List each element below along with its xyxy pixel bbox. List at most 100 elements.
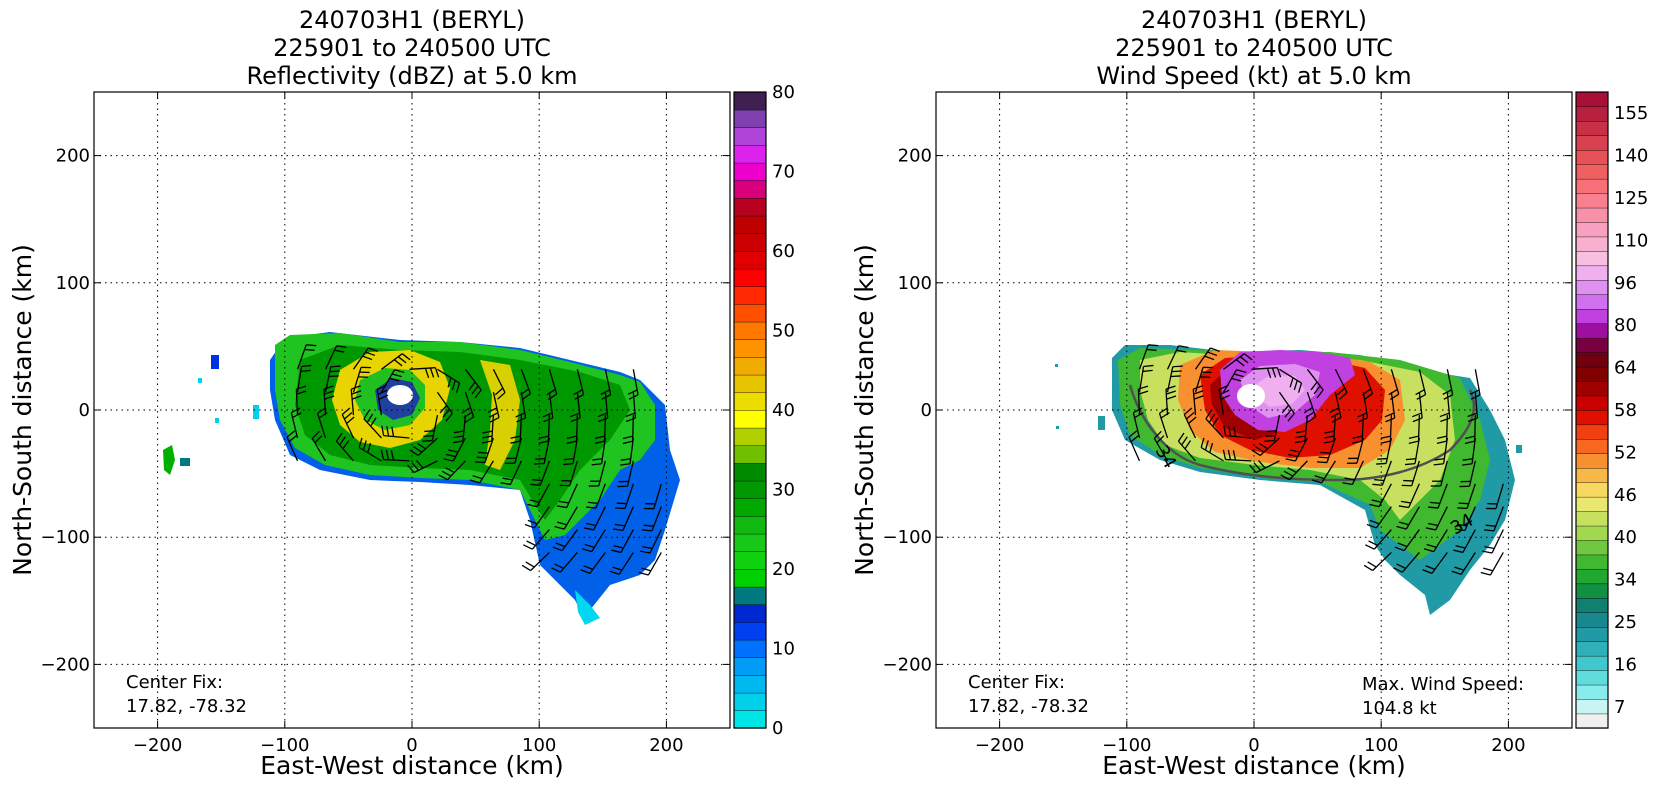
wind-speck-3 bbox=[1098, 416, 1105, 430]
wind-colorbar-swatch bbox=[1575, 482, 1609, 498]
reflectivity-colorbar-swatch bbox=[733, 180, 767, 199]
wind-colorbar-swatch bbox=[1575, 380, 1609, 397]
wind-wind-barb bbox=[1363, 551, 1392, 572]
wind-colorbar-swatch bbox=[1575, 669, 1609, 686]
wind-colorbar-swatch bbox=[1575, 192, 1609, 209]
reflectivity-colorbar-swatch bbox=[733, 604, 767, 623]
wind-wind-barb bbox=[1177, 432, 1196, 462]
wind-colorbar-swatch bbox=[1575, 207, 1609, 223]
reflectivity-wind-barb bbox=[296, 344, 317, 370]
wind-colorbar-swatch bbox=[1575, 395, 1609, 411]
reflectivity-colorbar-tick-label: 20 bbox=[772, 559, 795, 580]
reflectivity-wind-barb bbox=[376, 384, 389, 416]
wind-colorbar-swatch bbox=[1575, 453, 1609, 469]
wind-wind-barb bbox=[1394, 529, 1420, 552]
wind-wind-barb bbox=[1279, 368, 1303, 393]
wind-colorbar-swatch bbox=[1575, 583, 1609, 599]
wind-speed-panel: 240703H1 (BERYL) 225901 to 240500 UTC Wi… bbox=[850, 6, 1648, 780]
reflectivity-echo-6 bbox=[180, 458, 190, 466]
wind-wind-barb bbox=[1132, 407, 1144, 439]
reflectivity-wind-barb bbox=[380, 369, 405, 393]
wind-colorbar-swatch bbox=[1575, 496, 1609, 512]
reflectivity-wind-barb bbox=[542, 392, 554, 423]
reflectivity-colorbar-tick-label: 80 bbox=[772, 82, 795, 103]
reflectivity-colorbar-swatch bbox=[733, 356, 767, 376]
reflectivity-colorbar-swatch bbox=[733, 445, 767, 464]
wind-wind-barb bbox=[1369, 483, 1392, 508]
wind-colorbar-swatch bbox=[1575, 164, 1609, 180]
reflectivity-colorbar-tick-label: 60 bbox=[772, 241, 795, 262]
reflectivity-wind-barb bbox=[407, 460, 438, 474]
reflectivity-wind-barb bbox=[641, 506, 662, 532]
wind-wind-barb bbox=[1346, 437, 1365, 464]
wind-colorbar-tick-label: 52 bbox=[1614, 442, 1637, 463]
reflectivity-wind-barb bbox=[559, 460, 578, 487]
wind-wind-barb bbox=[1306, 368, 1324, 399]
reflectivity-wind-barb bbox=[523, 529, 550, 550]
reflectivity-colorbar-tick-label: 50 bbox=[772, 321, 795, 342]
reflectivity-wind-barb bbox=[324, 365, 341, 393]
reflectivity-wind-barb bbox=[443, 437, 466, 462]
wind-colorbar-swatch bbox=[1575, 106, 1609, 122]
wind-colorbar-swatch bbox=[1575, 250, 1609, 267]
reflectivity-colorbar-swatch bbox=[733, 197, 767, 217]
reflectivity-wind-barb bbox=[358, 437, 382, 462]
wind-wind-barb bbox=[1423, 529, 1448, 553]
reflectivity-echo-3 bbox=[253, 405, 259, 419]
reflectivity-wind-barb bbox=[286, 430, 299, 462]
reflectivity-wind-barb bbox=[295, 385, 307, 416]
reflectivity-x-tick-label: −200 bbox=[133, 735, 182, 756]
reflectivity-wind-barb bbox=[409, 437, 438, 457]
wind-wind-barb bbox=[1223, 425, 1252, 439]
wind-ticks: −200 −100 0 100 200 −200 −100 0 100 200 bbox=[883, 92, 1572, 756]
reflectivity-colorbar-tick-label: 30 bbox=[772, 480, 795, 501]
reflectivity-wind-barb bbox=[436, 391, 453, 422]
reflectivity-colorbar-swatch bbox=[733, 710, 767, 729]
reflectivity-y-tick-label: 200 bbox=[56, 146, 90, 167]
reflectivity-wind-barb bbox=[500, 460, 522, 486]
reflectivity-eye bbox=[387, 385, 413, 405]
reflectivity-wind-barb bbox=[409, 367, 440, 378]
wind-wind-barb bbox=[1194, 366, 1214, 393]
wind-colorbar-tick-label: 46 bbox=[1614, 485, 1637, 506]
wind-y-tick-label: −200 bbox=[883, 654, 932, 675]
reflectivity-wind-barb bbox=[527, 483, 550, 508]
reflectivity-wind-barb bbox=[611, 529, 634, 554]
reflectivity-y-tick-label: 100 bbox=[56, 273, 90, 294]
reflectivity-wind-barb bbox=[380, 449, 410, 462]
wind-center-fix-value: 17.82, -78.32 bbox=[968, 696, 1089, 717]
reflectivity-wind-barb bbox=[350, 385, 362, 416]
wind-wind-barb bbox=[1200, 437, 1224, 462]
reflectivity-wind-barb bbox=[566, 415, 579, 444]
reflectivity-colorbar-swatch bbox=[733, 392, 767, 411]
reflectivity-wind-barb bbox=[352, 347, 378, 370]
reflectivity-wind-barb bbox=[290, 407, 302, 439]
wind-wind-barb bbox=[1218, 384, 1231, 416]
wind-wind-barb bbox=[1428, 483, 1448, 509]
wind-wind-barb bbox=[1128, 430, 1141, 462]
reflectivity-wind-barb bbox=[341, 407, 355, 439]
reflectivity-colorbar-swatch bbox=[733, 515, 767, 535]
wind-wind-barb bbox=[1376, 437, 1393, 465]
wind-wind-barb bbox=[1329, 392, 1342, 423]
wind-colorbar-tick-label: 58 bbox=[1614, 400, 1637, 421]
wind-colorbar-swatch bbox=[1575, 539, 1609, 556]
wind-wind-barb bbox=[1334, 369, 1348, 400]
wind-wind-barb bbox=[1366, 506, 1392, 529]
reflectivity-wind-barb bbox=[363, 410, 382, 439]
wind-colorbar-tick-label: 125 bbox=[1614, 188, 1648, 209]
reflectivity-wind-barb bbox=[487, 392, 500, 423]
wind-wind-barb bbox=[1439, 392, 1451, 423]
wind-colorbar-tick-label: 64 bbox=[1614, 358, 1637, 379]
wind-wind-barb bbox=[1453, 529, 1476, 554]
wind-colorbar-swatch bbox=[1575, 149, 1609, 165]
reflectivity-x-tick-label: −100 bbox=[260, 735, 309, 756]
wind-wind-barb bbox=[1401, 460, 1420, 487]
wind-y-tick-label: 200 bbox=[898, 146, 932, 167]
wind-wind-barb bbox=[1249, 460, 1280, 474]
wind-x-tick-label: 200 bbox=[1491, 735, 1525, 756]
wind-colorbar-swatch bbox=[1575, 510, 1609, 527]
wind-wind-barb bbox=[1415, 369, 1427, 400]
wind-wind-barb bbox=[1393, 552, 1420, 573]
wind-wind-barb bbox=[1316, 437, 1337, 464]
